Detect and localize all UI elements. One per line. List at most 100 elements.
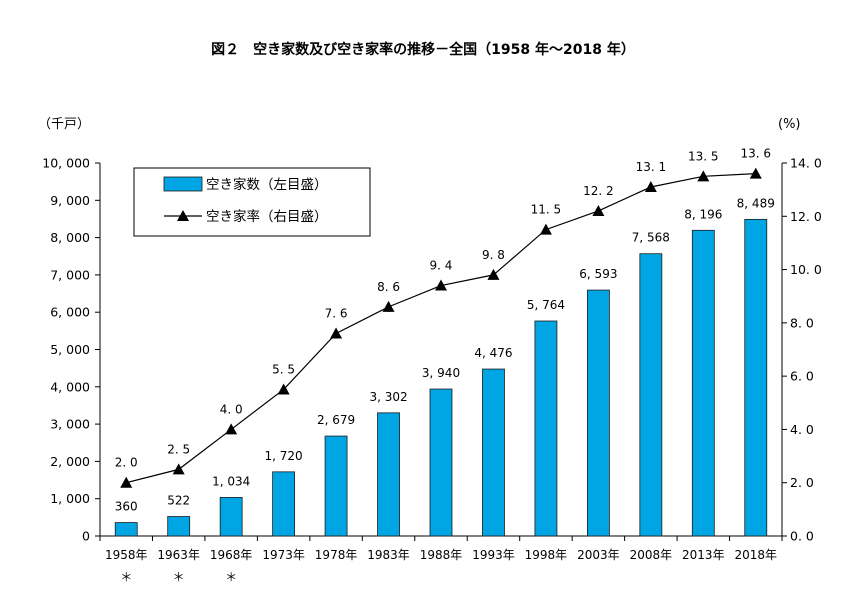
bar bbox=[272, 471, 296, 537]
bar-value-label: 7, 568 bbox=[632, 231, 670, 245]
bar-value-label: 6, 593 bbox=[579, 267, 617, 281]
triangle-marker bbox=[330, 327, 343, 339]
line-value-label: 13. 5 bbox=[688, 149, 719, 163]
bar bbox=[429, 388, 453, 537]
x-axis-tick-label: 1963年 bbox=[157, 548, 200, 562]
x-axis-tick-label: 2018年 bbox=[734, 548, 777, 562]
line-value-label: 11. 5 bbox=[531, 203, 562, 217]
left-axis-unit-label: （千戸） bbox=[38, 117, 90, 132]
bar bbox=[324, 435, 348, 537]
right-axis-tick-label: 8. 0 bbox=[790, 315, 814, 330]
line-value-label: 13. 1 bbox=[636, 160, 667, 174]
x-axis-tick-label: 1998年 bbox=[525, 548, 568, 562]
bar-value-label: 3, 940 bbox=[422, 366, 460, 380]
right-axis-tick-label: 4. 0 bbox=[790, 422, 814, 437]
bar-value-label: 8, 489 bbox=[737, 196, 775, 210]
bar-value-label: 1, 034 bbox=[212, 474, 250, 488]
line-value-labels: 2. 0 2. 5 4. 0 5. 5 7. 6 8. 6 9. 4 9. 8 11. 5 12.… bbox=[115, 147, 771, 470]
triangle-marker bbox=[487, 268, 500, 280]
line-value-label: 9. 4 bbox=[430, 259, 453, 273]
x-axis-tick-label: 2013年 bbox=[682, 548, 725, 562]
x-axis-tick-label: 2003年 bbox=[577, 548, 620, 562]
line-value-label: 12. 2 bbox=[583, 184, 614, 198]
triangle-marker bbox=[697, 170, 710, 182]
line-value-label: 2. 0 bbox=[115, 456, 138, 470]
bar bbox=[167, 516, 191, 537]
triangle-marker bbox=[382, 300, 395, 312]
bar-value-label: 5, 764 bbox=[527, 298, 565, 312]
bar bbox=[534, 320, 558, 537]
left-axis-tick-label: 1, 000 bbox=[50, 491, 90, 506]
triangle-marker bbox=[225, 423, 238, 435]
left-axis-tick-label: 9, 000 bbox=[50, 193, 90, 208]
right-axis-tick-label: 2. 0 bbox=[790, 475, 814, 490]
line-value-label: 8. 6 bbox=[377, 280, 400, 294]
bar bbox=[639, 253, 663, 537]
triangle-marker bbox=[172, 463, 185, 475]
bar-value-label: 360 bbox=[115, 500, 138, 514]
line-series bbox=[120, 167, 762, 488]
bar-value-label: 8, 196 bbox=[684, 207, 722, 221]
bar-value-label: 522 bbox=[167, 494, 190, 508]
left-axis-tick-label: 3, 000 bbox=[50, 417, 90, 432]
legend-triangle-marker bbox=[177, 210, 189, 221]
x-axis-tick-label: 1993年 bbox=[472, 548, 515, 562]
bar-value-label: 2, 679 bbox=[317, 413, 355, 427]
x-axis-tick-label: 1973年 bbox=[262, 548, 305, 562]
left-axis-tick-label: 10, 000 bbox=[42, 156, 90, 171]
triangle-marker bbox=[592, 204, 605, 216]
axes: 0 1, 000 2, 000 3, 000 4, 000 5, 000 6, 000 7, … bbox=[42, 156, 822, 544]
x-axis-footnote-mark: ＊ bbox=[120, 570, 132, 584]
triangle-marker bbox=[644, 180, 657, 192]
right-axis-tick-label: 6. 0 bbox=[790, 369, 814, 384]
line-value-label: 4. 0 bbox=[220, 402, 243, 416]
left-axis-tick-label: 0 bbox=[82, 529, 90, 544]
bar bbox=[219, 497, 243, 537]
legend: 空き家数（左目盛） 空き家率（右目盛） bbox=[133, 167, 371, 237]
x-axis-tick-label: 1958年 bbox=[105, 548, 148, 562]
x-axis-footnote-mark: ＊ bbox=[173, 570, 185, 584]
line-value-label: 9. 8 bbox=[482, 248, 505, 262]
line-value-label: 5. 5 bbox=[272, 362, 295, 376]
left-axis-tick-label: 5, 000 bbox=[50, 342, 90, 357]
triangle-marker bbox=[120, 476, 133, 488]
left-axis-tick-label: 6, 000 bbox=[50, 305, 90, 320]
bar bbox=[744, 218, 768, 537]
line-value-label: 7. 6 bbox=[325, 307, 348, 321]
bar-value-label: 1, 720 bbox=[265, 449, 303, 463]
legend-bar-swatch bbox=[163, 176, 203, 192]
right-axis-tick-label: 12. 0 bbox=[790, 209, 822, 224]
x-axis-tick-label: 2008年 bbox=[630, 548, 673, 562]
triangle-marker bbox=[277, 383, 290, 395]
x-axis-tick-label: 1988年 bbox=[420, 548, 463, 562]
chart-title: 図２ 空き家数及び空き家率の推移－全国（1958 年～2018 年） bbox=[211, 41, 635, 58]
triangle-marker bbox=[539, 223, 552, 235]
triangle-marker bbox=[435, 279, 447, 291]
right-axis-tick-label: 0. 0 bbox=[790, 529, 814, 544]
x-axis-tick-label: 1968年 bbox=[210, 548, 253, 562]
left-axis-tick-label: 8, 000 bbox=[50, 230, 90, 245]
bar-value-label: 4, 476 bbox=[474, 346, 512, 360]
legend-line-label: 空き家率（右目盛） bbox=[206, 208, 328, 225]
bar bbox=[482, 368, 505, 537]
triangle-marker bbox=[749, 167, 762, 179]
bar-value-label: 3, 302 bbox=[369, 390, 407, 404]
right-axis-tick-label: 10. 0 bbox=[790, 262, 822, 277]
left-axis-tick-label: 4, 000 bbox=[50, 379, 90, 394]
left-axis-tick-label: 2, 000 bbox=[50, 454, 90, 469]
x-axis-tick-label: 1983年 bbox=[367, 548, 410, 562]
legend-bar-label: 空き家数（左目盛） bbox=[206, 176, 328, 193]
bar bbox=[691, 229, 715, 537]
bar bbox=[377, 412, 400, 537]
bar-series bbox=[114, 218, 768, 537]
bar-value-labels: 360 522 1, 034 1, 720 2, 679 3, 302 3, 940 4, 4… bbox=[115, 196, 775, 513]
line-value-label: 13. 6 bbox=[740, 147, 771, 161]
x-axis-labels: 1958年 ＊ 1963年 ＊ 1968年 ＊ 1973年 1978年 1983年 1988年 19… bbox=[105, 548, 777, 584]
left-axis-tick-label: 7, 000 bbox=[50, 267, 90, 282]
bar bbox=[586, 289, 610, 537]
x-axis-footnote-mark: ＊ bbox=[225, 570, 237, 584]
line-value-label: 2. 5 bbox=[167, 442, 190, 456]
x-axis-tick-label: 1978年 bbox=[315, 548, 358, 562]
